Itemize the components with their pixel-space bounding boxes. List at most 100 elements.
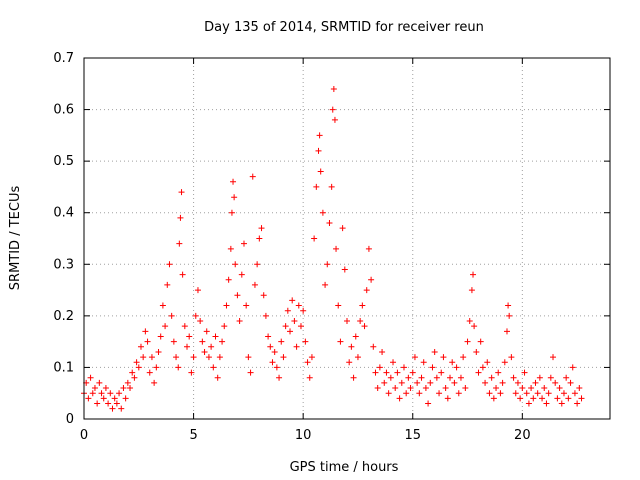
y-ticks: 0 0.1 0.2 0.3 0.4 0.5 0.6 0.7	[53, 51, 610, 427]
data-point	[329, 106, 336, 113]
data-point	[89, 390, 96, 397]
data-point	[482, 379, 489, 386]
data-point	[194, 287, 201, 294]
data-point	[265, 333, 272, 340]
data-point	[556, 385, 563, 392]
y-tick-label: 0	[66, 412, 74, 427]
data-point	[159, 302, 166, 309]
data-point	[501, 359, 508, 366]
data-point	[254, 261, 261, 268]
data-point	[495, 369, 502, 376]
data-point	[111, 395, 118, 402]
data-point	[319, 209, 326, 216]
data-point	[578, 395, 585, 402]
data-point	[231, 194, 238, 201]
data-point	[212, 333, 219, 340]
data-point	[129, 369, 136, 376]
data-point	[414, 379, 421, 386]
data-point	[188, 369, 195, 376]
data-point	[157, 333, 164, 340]
data-point	[304, 359, 311, 366]
data-point	[348, 343, 355, 350]
data-point	[571, 390, 578, 397]
data-point	[536, 374, 543, 381]
data-point	[479, 364, 486, 371]
data-point	[545, 390, 552, 397]
data-point	[247, 369, 254, 376]
data-point	[455, 390, 462, 397]
data-point	[238, 271, 245, 278]
data-point	[280, 354, 287, 361]
data-point	[94, 400, 101, 407]
y-axis-label: SRMTID / TECUs	[8, 186, 23, 291]
data-point	[148, 354, 155, 361]
data-point	[234, 292, 241, 299]
data-point	[387, 374, 394, 381]
data-point	[510, 374, 517, 381]
data-point	[201, 348, 208, 355]
data-point	[352, 333, 359, 340]
data-point	[256, 235, 263, 242]
data-point	[137, 343, 144, 350]
x-axis-label: GPS time / hours	[290, 460, 399, 475]
data-point	[326, 220, 333, 227]
data-point	[205, 354, 212, 361]
data-point	[574, 400, 581, 407]
data-point	[363, 287, 370, 294]
x-tick-label: 10	[295, 428, 312, 443]
data-point	[85, 395, 92, 402]
data-point	[534, 390, 541, 397]
data-point	[240, 240, 247, 247]
data-point	[243, 302, 250, 309]
data-point	[140, 354, 147, 361]
data-point	[96, 379, 103, 386]
data-point	[219, 338, 226, 345]
data-point	[411, 354, 418, 361]
data-point	[210, 364, 217, 371]
y-tick-label: 0.1	[53, 360, 74, 375]
data-point	[166, 261, 173, 268]
data-point	[365, 245, 372, 252]
data-point	[120, 385, 127, 392]
data-point	[230, 178, 237, 185]
data-point	[232, 261, 239, 268]
data-point	[497, 390, 504, 397]
data-point	[184, 343, 191, 350]
data-point	[223, 302, 230, 309]
data-point	[203, 328, 210, 335]
data-point	[425, 400, 432, 407]
data-point	[116, 390, 123, 397]
data-point	[525, 400, 532, 407]
data-point	[563, 374, 570, 381]
data-point	[262, 312, 269, 319]
data-point	[528, 385, 535, 392]
data-point	[122, 395, 129, 402]
data-point	[144, 338, 151, 345]
data-point	[379, 348, 386, 355]
data-point	[394, 369, 401, 376]
data-point	[444, 395, 451, 402]
data-point	[372, 369, 379, 376]
data-point	[490, 395, 497, 402]
data-point	[569, 364, 576, 371]
data-point	[282, 323, 289, 330]
data-point	[133, 359, 140, 366]
data-point	[221, 323, 228, 330]
data-point	[186, 333, 193, 340]
data-point	[251, 281, 258, 288]
data-point	[287, 328, 294, 335]
data-point	[337, 338, 344, 345]
data-point	[339, 225, 346, 232]
data-point	[451, 379, 458, 386]
data-point	[354, 354, 361, 361]
data-point	[462, 385, 469, 392]
data-point	[214, 374, 221, 381]
data-point	[475, 369, 482, 376]
data-point	[102, 385, 109, 392]
data-point	[512, 390, 519, 397]
data-point	[331, 116, 338, 123]
data-point	[460, 354, 467, 361]
data-point	[100, 395, 107, 402]
plot-frame	[83, 57, 611, 420]
